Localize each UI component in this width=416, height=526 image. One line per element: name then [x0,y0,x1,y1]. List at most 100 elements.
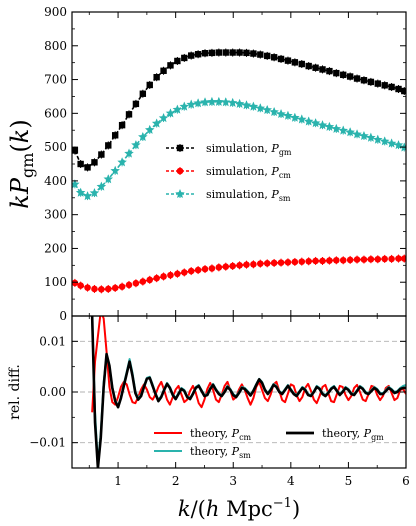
point-cm-43 [367,255,375,263]
point-cm-19 [201,265,209,273]
bottom-xtick-label: 1 [114,474,122,488]
point-cm-3 [91,285,98,293]
point-sm-20 [207,96,217,106]
point-sm-29 [269,106,279,117]
point-gm-21 [215,49,223,56]
xlabel-close: ) [292,497,300,521]
point-cm-0 [72,279,79,287]
point-cm-32 [291,258,299,266]
point-sm-23 [227,97,238,107]
point-gm-12 [153,73,160,81]
bottom-legend-label-sm: theory, Psm [190,445,251,460]
point-sm-17 [186,99,196,109]
point-gm-19 [201,50,209,57]
point-gm-48 [401,87,406,95]
point-gm-4 [98,151,105,158]
point-sm-28 [262,104,272,114]
xlabel-mpc: Mpc [219,497,272,521]
bottom-legend-sub: sm [239,451,251,460]
point-sm-26 [248,101,259,111]
point-gm-5 [105,142,112,149]
top-ytick-label: 600 [44,106,67,120]
point-cm-20 [208,265,216,272]
bottom-legend-sym: P [231,445,240,458]
legend-label-cm: simulation, Pcm [206,165,291,180]
bottom-legend-label-gm: theory, Pgm [322,427,384,442]
bottom-ytick-label: 0.01 [39,334,66,348]
point-sm-40 [345,127,355,137]
point-gm-32 [291,59,299,66]
point-sm-5 [103,174,114,184]
point-sm-2 [82,191,93,201]
point-sm-22 [221,97,231,107]
point-cm-46 [388,255,395,263]
point-sm-14 [165,108,176,118]
point-gm-0 [72,147,79,154]
legend-label-sym: P [270,165,279,178]
point-gm-2 [84,164,91,171]
point-gm-3 [91,159,98,166]
point-cm-30 [277,259,285,266]
point-cm-37 [326,257,333,264]
legend-label-sub: gm [279,148,292,157]
legend-label-main: simulation, [206,188,271,201]
theory-line-gm [90,316,406,468]
point-sm-4 [96,181,107,191]
point-sm-8 [124,148,134,158]
point-gm-30 [277,55,285,63]
point-gm-28 [264,52,271,60]
point-cm-25 [243,261,250,268]
xlabel-exp: −1 [273,496,292,511]
point-cm-26 [250,261,257,268]
point-cm-16 [180,269,188,276]
point-sm-11 [144,124,155,134]
bottom-ytick-label: −0.01 [29,436,66,450]
point-sm-25 [241,100,252,110]
top-plot-area [72,48,406,294]
point-sm-21 [214,96,224,106]
point-cm-41 [353,256,361,263]
bottom-legend-main: theory, [322,427,364,440]
point-gm-15 [174,57,181,65]
bottom-xtick-label: 2 [172,474,180,488]
point-cm-11 [146,276,154,284]
point-cm-14 [167,271,174,279]
point-sm-32 [290,112,300,122]
point-sm-36 [317,120,328,130]
point-cm-42 [360,256,368,263]
point-gm-47 [395,85,402,93]
point-cm-6 [111,284,119,292]
point-cm-2 [84,284,91,291]
point-cm-1 [77,282,84,289]
xlabel-h: h [206,497,220,521]
point-gm-6 [111,132,119,139]
top-ytick-label: 100 [44,275,67,289]
top-ytick-label: 0 [59,309,67,323]
bottom-xtick-label: 4 [287,474,295,488]
point-gm-13 [160,67,167,74]
point-sm-12 [151,118,162,128]
point-gm-22 [222,49,229,56]
point-sm-27 [255,103,266,113]
point-sm-10 [138,131,148,142]
point-sm-35 [310,118,321,128]
point-gm-42 [360,77,368,84]
point-gm-17 [188,52,195,59]
point-gm-35 [312,64,319,71]
legend-label-sm: simulation, Psm [206,188,291,203]
point-cm-31 [284,258,292,266]
point-sm-44 [373,134,383,144]
top-ytick-label: 500 [44,140,67,154]
legend-label-gm: simulation, Pgm [206,142,292,157]
point-gm-40 [346,73,354,80]
point-gm-14 [167,62,174,69]
point-sm-19 [200,97,210,107]
point-cm-38 [333,256,340,264]
bottom-legend-sub: gm [371,433,384,442]
point-sm-39 [338,125,348,135]
point-sm-1 [75,187,86,197]
point-gm-10 [139,90,147,97]
point-gm-7 [118,121,126,129]
point-cm-8 [125,281,133,289]
